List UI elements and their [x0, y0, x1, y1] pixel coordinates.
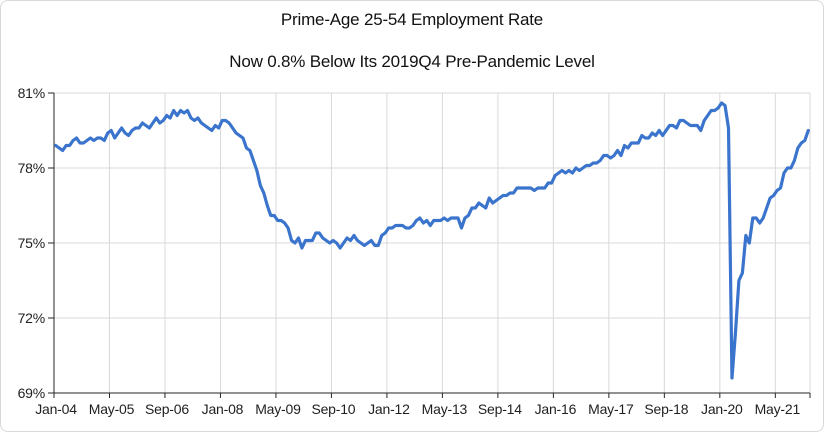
x-tick-label: Jan-04 [35, 401, 77, 417]
x-tick-label: Jan-20 [701, 401, 743, 417]
y-tick-label: 81% [18, 85, 45, 101]
x-tick-label: Sep-10 [311, 401, 355, 417]
x-tick-label: Jan-12 [368, 401, 410, 417]
y-tick-label: 78% [18, 160, 45, 176]
x-tick-label: May-17 [588, 401, 634, 417]
y-tick-label: 69% [18, 385, 45, 401]
x-tick-label: Sep-06 [145, 401, 189, 417]
x-tick-label: Jan-08 [202, 401, 244, 417]
x-tick-label: May-09 [255, 401, 301, 417]
x-tick-label: Sep-14 [478, 401, 522, 417]
x-tick-label: May-13 [422, 401, 468, 417]
x-tick-label: May-21 [755, 401, 801, 417]
employment-rate-line [54, 101, 810, 380]
y-tick-label: 75% [18, 235, 45, 251]
chart-title: Prime-Age 25-54 Employment Rate [280, 10, 544, 29]
x-tick-label: Sep-18 [644, 401, 688, 417]
x-tick-label: Jan-16 [535, 401, 577, 417]
chart-subtitle: Now 0.8% Below Its 2019Q4 Pre-Pandemic L… [229, 52, 595, 71]
y-tick-label: 72% [18, 310, 45, 326]
x-tick-label: May-05 [89, 401, 135, 417]
